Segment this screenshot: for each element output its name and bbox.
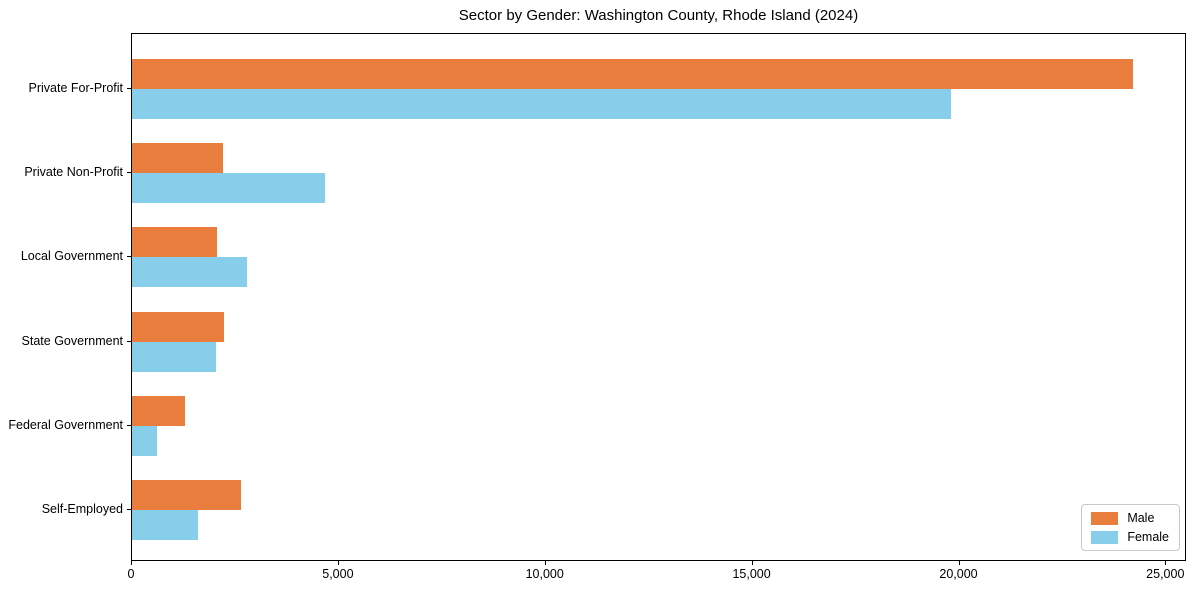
plot-area: Male Female: [131, 33, 1186, 561]
x-tick-mark: [958, 561, 960, 565]
bar-female-1: [132, 173, 325, 204]
bar-female-5: [132, 510, 198, 540]
legend-swatch-female: [1091, 530, 1119, 544]
y-tick-label: Local Government: [20, 249, 123, 264]
bar-male-2: [132, 227, 217, 258]
legend-label: Male: [1127, 511, 1155, 525]
x-tick-label: 20,000: [939, 567, 978, 581]
y-tick-label: Self-Employed: [41, 502, 123, 516]
legend-item-male: Male: [1091, 511, 1169, 525]
bar-male-5: [132, 480, 241, 510]
bar-male-0: [132, 59, 1134, 89]
legend-swatch-male: [1091, 511, 1119, 525]
chart-title: Sector by Gender: Washington County, Rho…: [458, 7, 859, 24]
x-tick-mark: [751, 561, 753, 565]
y-tick-label: Private Non-Profit: [24, 165, 123, 180]
bar-female-3: [132, 341, 216, 372]
x-tick-mark: [337, 561, 339, 565]
bar-male-3: [132, 311, 225, 342]
y-tick-mark: [127, 88, 131, 89]
legend-item-female: Female: [1091, 530, 1169, 544]
x-tick-label: 15,000: [732, 567, 771, 581]
y-tick-mark: [127, 424, 131, 426]
x-tick-mark: [1165, 561, 1167, 565]
x-tick-mark: [544, 561, 546, 565]
x-tick-label: 5,000: [322, 567, 354, 581]
bar-female-2: [132, 257, 247, 288]
legend-label: Female: [1127, 530, 1169, 544]
x-tick-mark: [131, 561, 132, 565]
bar-male-4: [132, 395, 185, 426]
y-tick-mark: [127, 509, 131, 510]
legend: Male Female: [1081, 504, 1180, 551]
y-tick-mark: [127, 256, 131, 258]
y-tick-label: Private For-Profit: [28, 81, 123, 95]
bar-female-4: [132, 425, 157, 456]
y-tick-mark: [127, 172, 131, 174]
x-tick-label: 25,000: [1146, 567, 1185, 581]
x-tick-label: 10,000: [525, 567, 564, 581]
y-tick-mark: [127, 340, 131, 342]
x-tick-label: 0: [127, 567, 135, 581]
y-tick-label: State Government: [21, 333, 123, 348]
y-tick-label: Federal Government: [8, 417, 123, 432]
bar-male-1: [132, 143, 223, 174]
bar-female-0: [132, 89, 951, 119]
